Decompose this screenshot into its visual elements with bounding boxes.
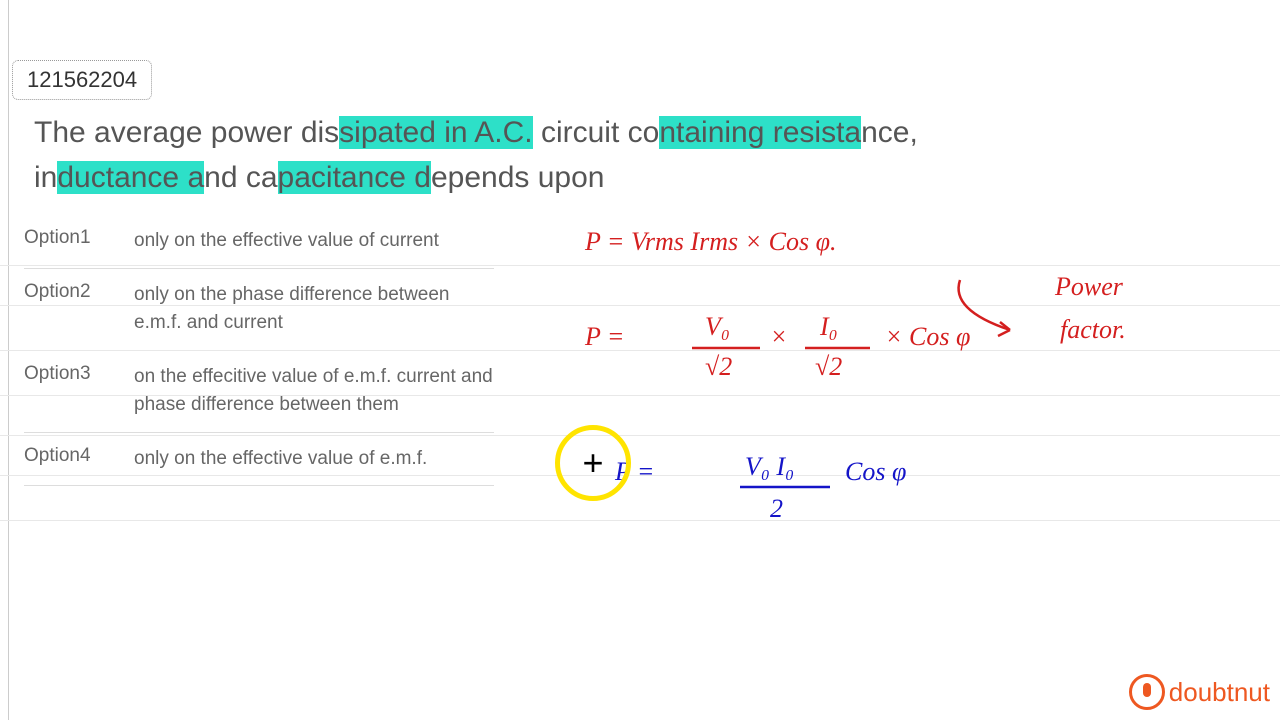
brand-logo: doubtnut <box>1129 674 1270 710</box>
formula-line-2: P = V₀ √2 × I₀ √2 × Cos φ <box>0 310 1280 390</box>
formula-line-3: P = V₀ I₀ 2 Cos φ <box>0 445 1280 535</box>
svg-text:I₀: I₀ <box>819 312 838 341</box>
svg-text:× Cos φ: × Cos φ <box>885 322 970 351</box>
svg-text:P = Vrms Irms × Cos φ.: P = Vrms Irms × Cos φ. <box>584 227 836 256</box>
svg-text:Cos φ: Cos φ <box>845 457 906 486</box>
brand-name: doubtnut <box>1169 677 1270 708</box>
svg-text:√2: √2 <box>705 352 732 381</box>
svg-text:P =: P = <box>584 322 624 351</box>
cursor-highlight-icon: + <box>555 425 631 501</box>
svg-text:V₀ I₀: V₀ I₀ <box>745 452 794 481</box>
svg-text:2: 2 <box>770 494 783 523</box>
plus-icon: + <box>582 442 603 484</box>
logo-icon <box>1129 674 1165 710</box>
svg-text:√2: √2 <box>815 352 842 381</box>
svg-text:V₀: V₀ <box>705 312 730 341</box>
svg-text:×: × <box>770 322 788 351</box>
svg-text:Power: Power <box>1054 272 1124 301</box>
